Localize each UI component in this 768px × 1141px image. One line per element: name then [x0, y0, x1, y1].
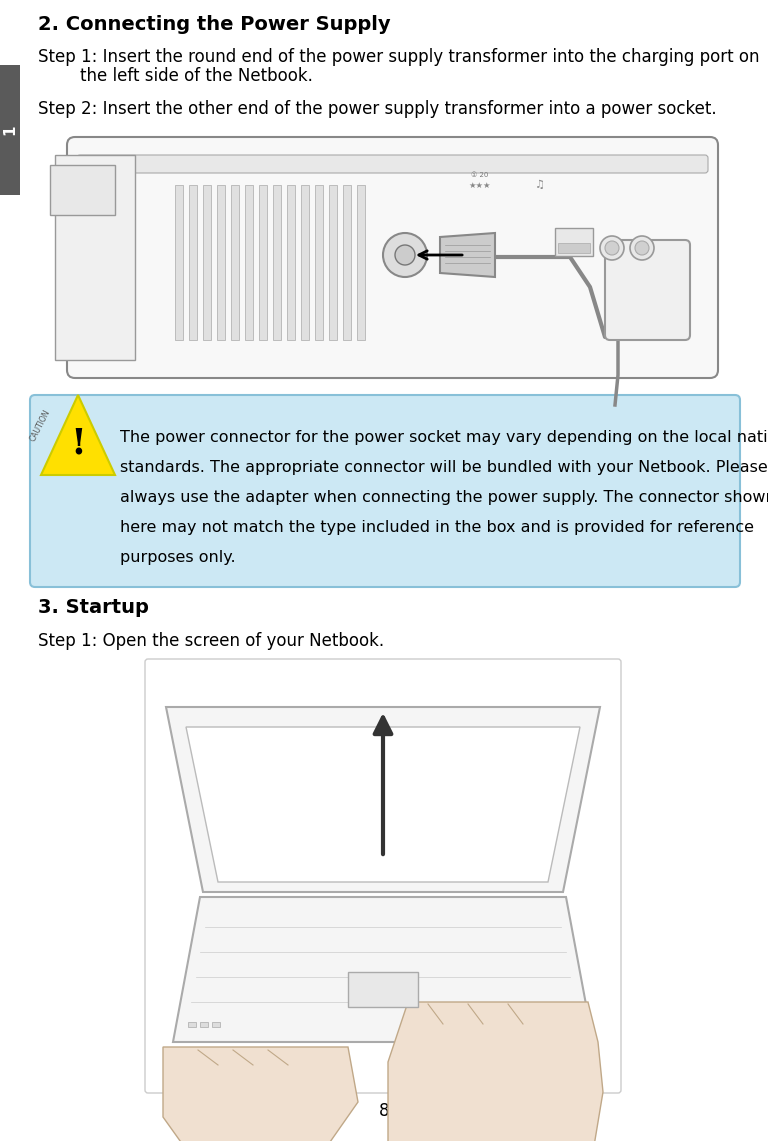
Text: standards. The appropriate connector will be bundled with your Netbook. Please: standards. The appropriate connector wil…: [120, 460, 768, 475]
Bar: [555, 228, 593, 256]
Bar: [343, 185, 351, 340]
Bar: [188, 1022, 196, 1027]
Bar: [245, 185, 253, 340]
FancyBboxPatch shape: [67, 137, 718, 378]
Text: here may not match the type included in the box and is provided for reference: here may not match the type included in …: [120, 520, 754, 535]
Circle shape: [395, 245, 415, 265]
Circle shape: [630, 236, 654, 260]
FancyBboxPatch shape: [605, 240, 690, 340]
Text: 2. Connecting the Power Supply: 2. Connecting the Power Supply: [38, 15, 391, 34]
Bar: [212, 1022, 220, 1027]
Bar: [175, 185, 183, 340]
Bar: [357, 185, 365, 340]
Circle shape: [383, 233, 427, 277]
Text: 1: 1: [2, 124, 18, 136]
Bar: [315, 185, 323, 340]
Text: Step 1: Insert the round end of the power supply transformer into the charging p: Step 1: Insert the round end of the powe…: [38, 48, 760, 66]
Bar: [558, 243, 590, 253]
Text: 3. Startup: 3. Startup: [38, 598, 149, 617]
FancyBboxPatch shape: [30, 395, 740, 586]
Polygon shape: [440, 233, 495, 277]
Polygon shape: [173, 897, 593, 1042]
Text: purposes only.: purposes only.: [120, 550, 236, 565]
Polygon shape: [55, 155, 135, 361]
Bar: [203, 185, 211, 340]
Circle shape: [635, 241, 649, 254]
Bar: [273, 185, 281, 340]
FancyBboxPatch shape: [145, 659, 621, 1093]
Text: The power connector for the power socket may vary depending on the local nationa: The power connector for the power socket…: [120, 430, 768, 445]
Polygon shape: [166, 707, 600, 892]
Text: CAUTION: CAUTION: [28, 407, 52, 443]
Bar: [231, 185, 239, 340]
Circle shape: [600, 236, 624, 260]
Polygon shape: [388, 1002, 603, 1141]
Text: the left side of the Netbook.: the left side of the Netbook.: [80, 67, 313, 84]
FancyBboxPatch shape: [77, 155, 708, 173]
Bar: [259, 185, 267, 340]
Bar: [329, 185, 337, 340]
Text: ★★★: ★★★: [468, 180, 492, 189]
Text: ① 20: ① 20: [472, 172, 488, 178]
Bar: [189, 185, 197, 340]
Circle shape: [605, 241, 619, 254]
Bar: [287, 185, 295, 340]
Polygon shape: [163, 1047, 358, 1141]
Text: Step 2: Insert the other end of the power supply transformer into a power socket: Step 2: Insert the other end of the powe…: [38, 100, 717, 118]
Polygon shape: [41, 395, 115, 475]
Bar: [348, 972, 418, 1008]
Text: Step 1: Open the screen of your Netbook.: Step 1: Open the screen of your Netbook.: [38, 632, 384, 650]
Text: always use the adapter when connecting the power supply. The connector shown: always use the adapter when connecting t…: [120, 489, 768, 505]
Bar: [200, 1022, 208, 1027]
Bar: [217, 185, 225, 340]
Polygon shape: [50, 165, 115, 215]
Text: 8: 8: [379, 1102, 389, 1120]
Polygon shape: [186, 727, 580, 882]
Text: !: !: [70, 426, 86, 460]
Bar: [301, 185, 309, 340]
Bar: [0, 65, 20, 195]
Text: ♫: ♫: [535, 180, 545, 191]
